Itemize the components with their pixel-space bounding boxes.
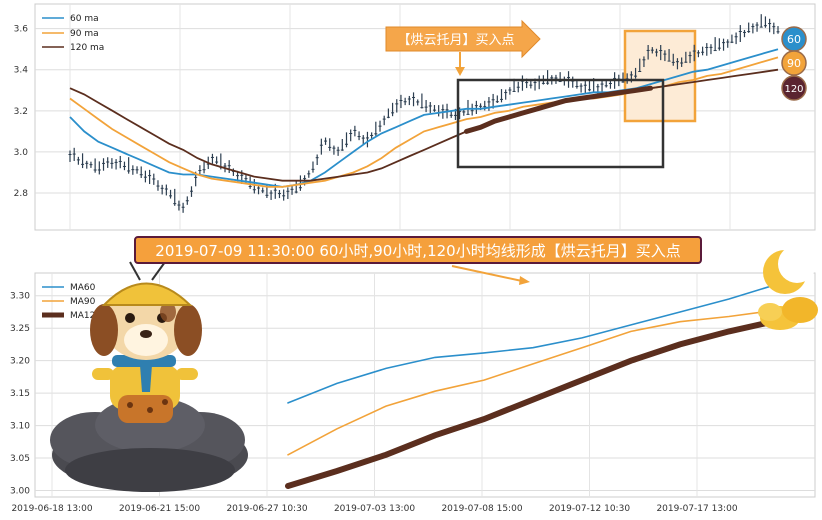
legend-90ma: 90 ma [70, 29, 99, 39]
top-y-tick-label: 3.6 [14, 25, 29, 35]
bottom-x-tick-label: 2019-07-17 13:00 [656, 504, 737, 514]
bottom-ticks: 3.00 3.05 3.10 3.15 3.20 3.25 3.30 2019-06-18 1… [10, 292, 738, 514]
top-series-line-2 [69, 68, 779, 182]
badge-60-label: 60 [787, 33, 801, 46]
bottom-y-tick-label: 3.10 [10, 422, 30, 432]
consolidation-box [456, 78, 665, 169]
banner-pointer-arrow [451, 265, 530, 285]
bottom-series-line-1 [287, 309, 779, 456]
badge-90-label: 90 [787, 57, 801, 70]
top-y-tick-label: 3.4 [14, 66, 29, 76]
badge-120-label: 120 [784, 84, 803, 95]
bottom-y-tick-label: 3.05 [10, 454, 30, 464]
badge-90 [781, 50, 807, 76]
callout-text: 【烘云托月】买入点 [397, 33, 514, 48]
top-y-tick-label: 3.2 [14, 107, 28, 117]
bottom-y-tick-label: 3.20 [10, 357, 30, 367]
bottom-x-tick-label: 2019-07-12 10:30 [549, 504, 630, 514]
buy-signal-banner-text: 2019-07-09 11:30:00 60小时,90小时,120小时均线形成【… [155, 241, 681, 260]
legend-ma60: MA60 [70, 283, 96, 293]
bottom-series-line-2 [285, 317, 781, 489]
top-ma-lines [69, 48, 779, 188]
bottom-x-tick-label: 2019-06-21 15:00 [119, 504, 200, 514]
top-legend: 60 ma 90 ma 120 ma [42, 14, 104, 53]
bottom-x-tick-label: 2019-07-03 13:00 [334, 504, 415, 514]
price-candles [68, 14, 780, 213]
ma-badges: 60 90 120 [781, 26, 807, 101]
bottom-series-line-0 [287, 283, 779, 404]
bottom-legend: MA60 MA90 MA120 [42, 283, 101, 321]
buy-point-callout: 【烘云托月】买入点 [385, 19, 541, 76]
top-series-line-0 [69, 48, 779, 188]
legend-ma90: MA90 [70, 297, 96, 307]
bottom-y-tick-label: 3.15 [10, 389, 30, 399]
bottom-ma-lines [285, 283, 781, 489]
bottom-y-tick-label: 3.30 [10, 292, 30, 302]
top-y-tick-label: 2.8 [14, 189, 29, 199]
bottom-x-tick-label: 2019-06-27 10:30 [226, 504, 307, 514]
legend-60ma: 60 ma [70, 14, 99, 24]
badge-120 [781, 75, 807, 101]
top-y-ticks: 2.8 3.0 3.2 3.4 3.6 [14, 25, 29, 199]
bottom-y-tick-label: 3.00 [10, 487, 30, 497]
legend-ma120: MA120 [70, 311, 101, 321]
top-ma120-highlight [464, 85, 654, 134]
top-y-tick-label: 3.0 [14, 148, 29, 158]
bottom-y-tick-label: 3.25 [10, 324, 30, 334]
bottom-x-tick-label: 2019-07-08 15:00 [441, 504, 522, 514]
moon-cloud-illustration [758, 245, 818, 330]
bottom-x-tick-label: 2019-06-18 13:00 [11, 504, 92, 514]
breakout-highlight-box [623, 29, 697, 123]
buy-signal-banner: 2019-07-09 11:30:00 60小时,90小时,120小时均线形成【… [134, 236, 702, 264]
cartoon-dog-illustration [90, 261, 202, 423]
legend-120ma: 120 ma [70, 43, 104, 53]
